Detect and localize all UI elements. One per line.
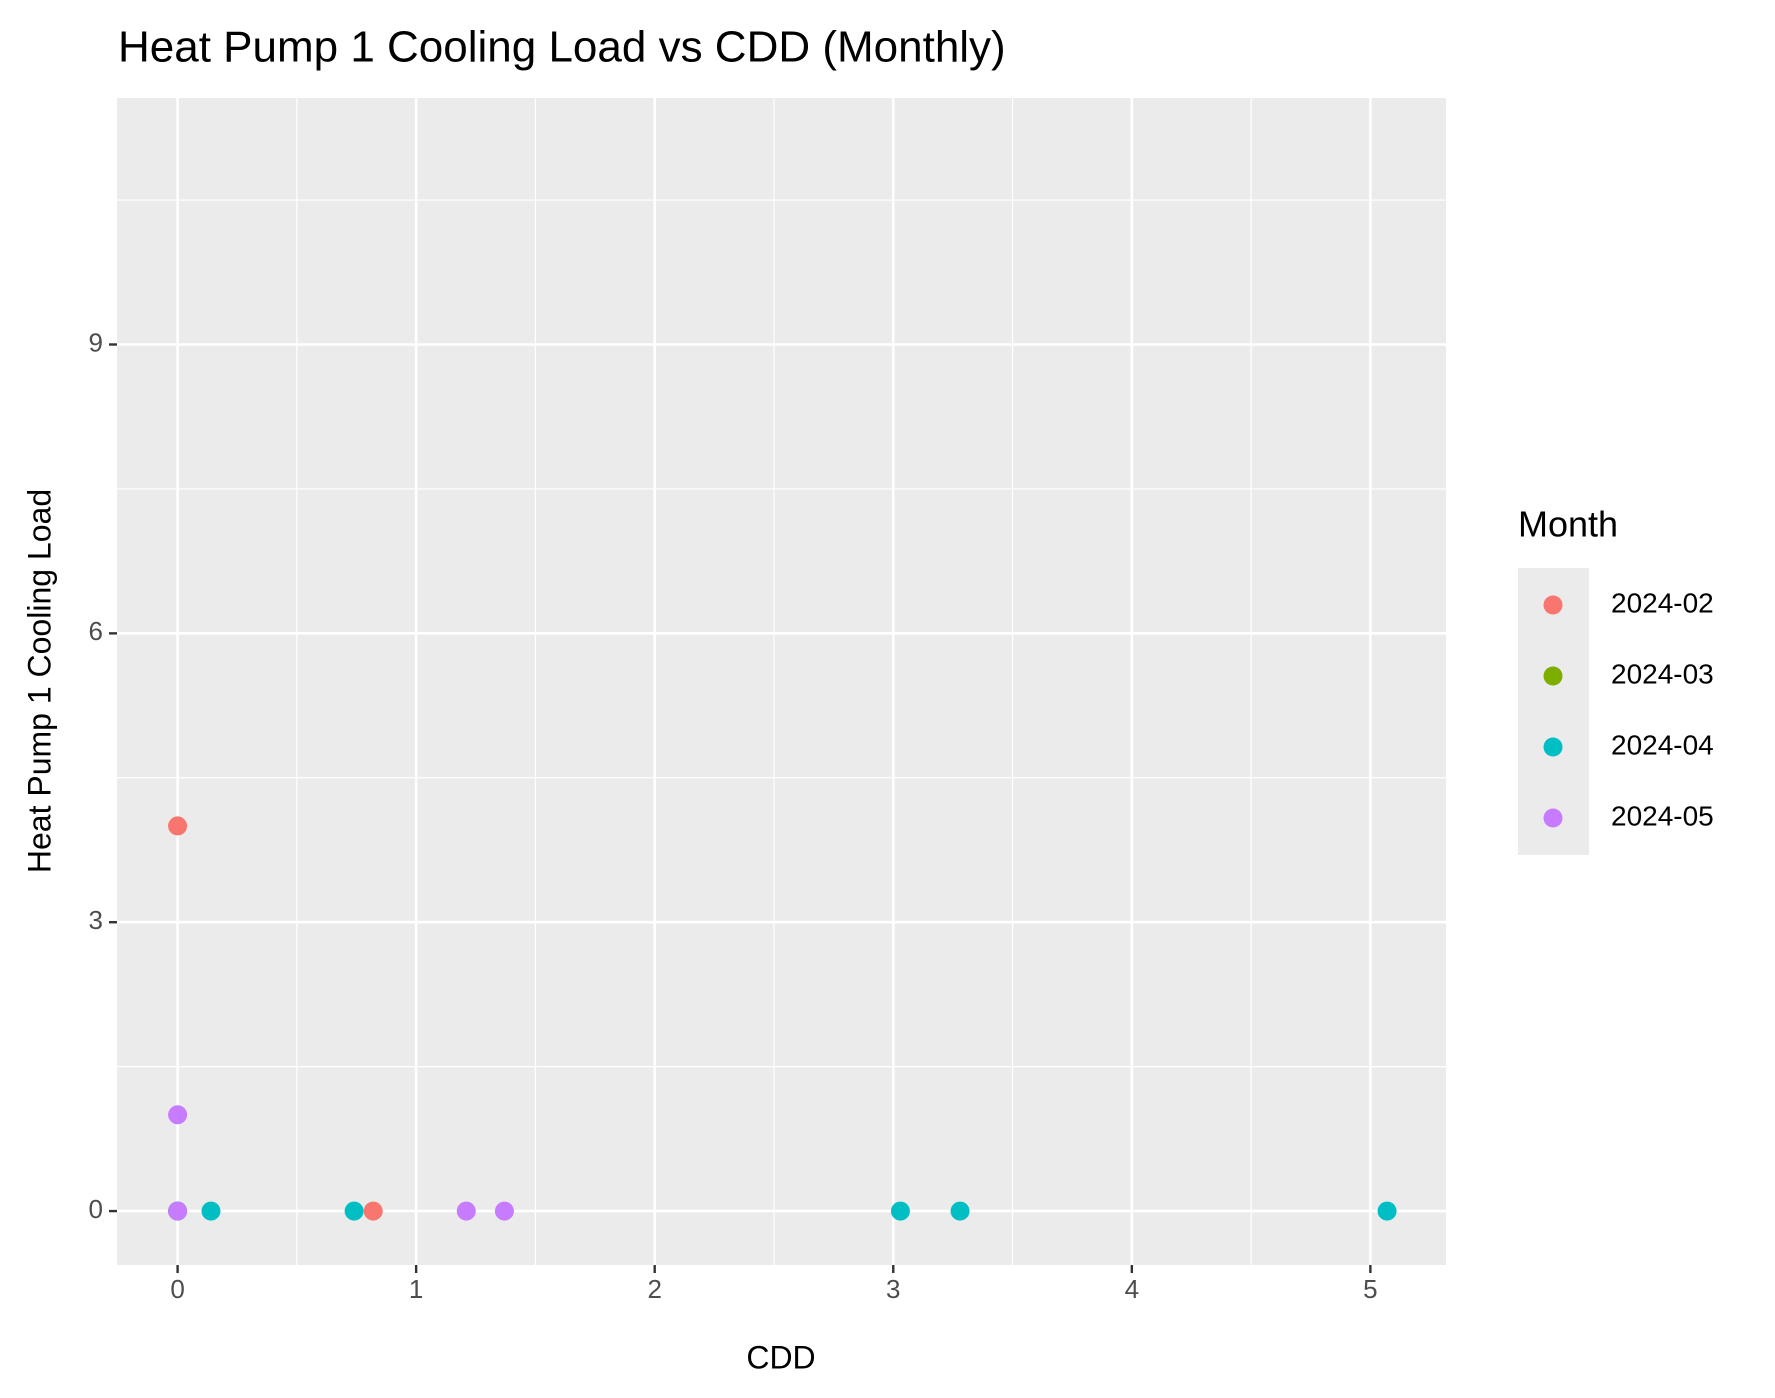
x-tick-label: 4 xyxy=(1125,1274,1139,1304)
x-tick-label: 3 xyxy=(886,1274,900,1304)
point xyxy=(344,1201,364,1221)
legend-key xyxy=(1543,808,1563,828)
legend-key-background xyxy=(1518,568,1589,855)
legend-key xyxy=(1543,666,1563,686)
point xyxy=(456,1201,476,1221)
y-tick-label: 9 xyxy=(89,327,103,357)
point xyxy=(1377,1201,1397,1221)
x-axis-label: CDD xyxy=(746,1339,815,1375)
point xyxy=(890,1201,910,1221)
legend: 2024-02 2024-03 2024-04 2024-05 xyxy=(1543,587,1714,831)
legend-label: 2024-02 xyxy=(1611,587,1714,618)
y-tick-label: 0 xyxy=(89,1194,103,1224)
point xyxy=(168,1201,188,1221)
point xyxy=(494,1201,514,1221)
point xyxy=(363,1201,383,1221)
x-tick-label: 5 xyxy=(1363,1274,1377,1304)
legend-key xyxy=(1543,737,1563,757)
point xyxy=(201,1201,221,1221)
grid xyxy=(117,98,1446,1265)
point xyxy=(168,816,188,836)
marks xyxy=(168,816,1397,1221)
point xyxy=(168,1105,188,1125)
legend-key xyxy=(1543,595,1563,615)
x-tick-label: 1 xyxy=(409,1274,423,1304)
legend-label: 2024-05 xyxy=(1611,800,1714,831)
x-tick-label: 2 xyxy=(647,1274,661,1304)
point xyxy=(950,1201,970,1221)
chart-title: Heat Pump 1 Cooling Load vs CDD (Monthly… xyxy=(118,23,1006,72)
y-axis-label: Heat Pump 1 Cooling Load xyxy=(21,489,57,873)
legend-label: 2024-04 xyxy=(1611,729,1714,760)
y-tick-label: 3 xyxy=(89,905,103,935)
x-tick-label: 0 xyxy=(170,1274,184,1304)
legend-label: 2024-03 xyxy=(1611,658,1714,689)
panel xyxy=(117,98,1446,1265)
legend-title: Month xyxy=(1518,504,1618,545)
y-tick-label: 6 xyxy=(89,616,103,646)
